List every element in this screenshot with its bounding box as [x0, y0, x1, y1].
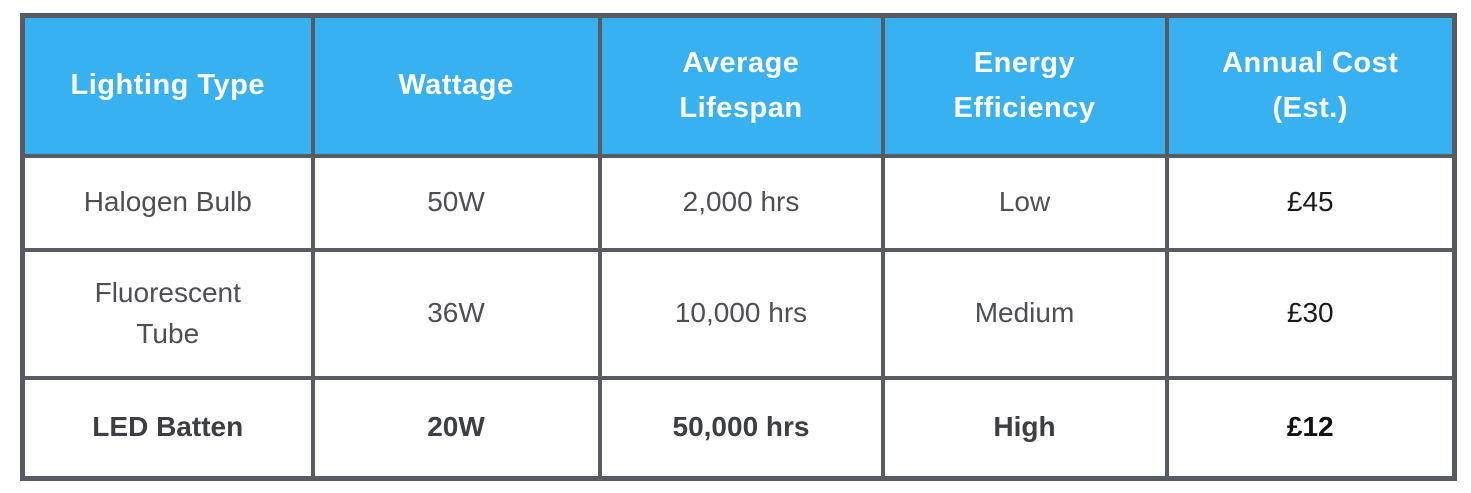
lighting-comparison-table-container: Lighting Type Wattage Average Lifespan E… [20, 13, 1457, 481]
table-header: Lighting Type Wattage Average Lifespan E… [20, 13, 1457, 158]
column-header-lighting-type: Lighting Type [20, 13, 315, 158]
cell-lighting-type: Halogen Bulb [20, 153, 315, 252]
cell-wattage: 20W [310, 375, 602, 481]
column-header-label: Average Lifespan [679, 46, 803, 124]
cell-annual-cost: £12 [1164, 375, 1457, 481]
cell-annual-cost: £30 [1164, 247, 1457, 380]
column-header-wattage: Wattage [310, 13, 602, 158]
table-row-led-batten: LED Batten 20W 50,000 hrs High £12 [20, 375, 1457, 481]
table-row-fluorescent-tube: Fluorescent Tube 36W 10,000 hrs Medium £… [20, 247, 1457, 380]
column-header-label: Wattage [398, 69, 514, 102]
column-header-energy-efficiency: Energy Efficiency [880, 13, 1169, 158]
cell-lighting-type: LED Batten [20, 375, 315, 481]
lighting-comparison-table: Lighting Type Wattage Average Lifespan E… [20, 13, 1457, 481]
cell-value: Halogen Bulb [83, 186, 252, 218]
column-header-label: Annual Cost (Est.) [1222, 46, 1399, 124]
cell-energy-efficiency: Medium [880, 247, 1169, 380]
cell-annual-cost: £45 [1164, 153, 1457, 252]
cell-average-lifespan: 2,000 hrs [597, 153, 885, 252]
cell-energy-efficiency: Low [880, 153, 1169, 252]
table-row-halogen-bulb: Halogen Bulb 50W 2,000 hrs Low £45 [20, 153, 1457, 252]
column-header-average-lifespan: Average Lifespan [597, 13, 885, 158]
table-body: Halogen Bulb 50W 2,000 hrs Low £45 Fluor… [20, 153, 1457, 481]
cell-average-lifespan: 10,000 hrs [597, 247, 885, 380]
header-row: Lighting Type Wattage Average Lifespan E… [20, 13, 1457, 158]
column-header-annual-cost: Annual Cost (Est.) [1164, 13, 1457, 158]
cell-value: LED Batten [92, 411, 244, 443]
cell-average-lifespan: 50,000 hrs [597, 375, 885, 481]
column-header-label: Energy Efficiency [953, 46, 1096, 124]
cell-wattage: 36W [310, 247, 602, 380]
cell-lighting-type: Fluorescent Tube [20, 247, 315, 380]
cell-value: Fluorescent Tube [94, 276, 241, 349]
column-header-label: Lighting Type [70, 69, 265, 102]
cell-energy-efficiency: High [880, 375, 1169, 481]
cell-wattage: 50W [310, 153, 602, 252]
